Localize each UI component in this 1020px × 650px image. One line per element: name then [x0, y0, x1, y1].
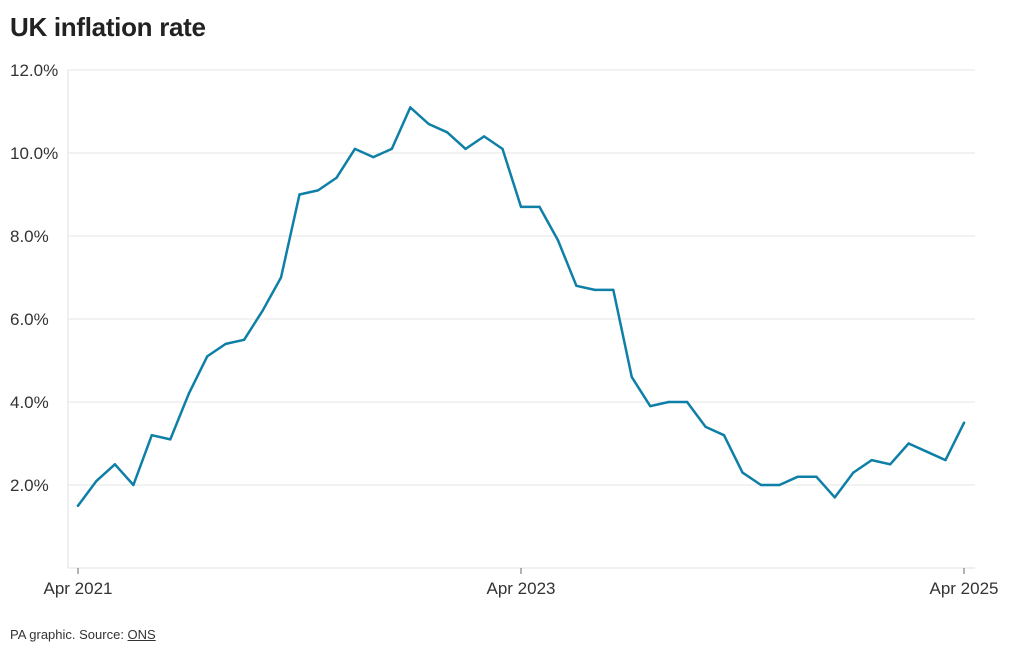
data-point: [612, 288, 615, 292]
data-point: [113, 463, 117, 466]
data-point: [962, 421, 966, 424]
x-tick-label: Apr 2021: [44, 579, 113, 598]
data-point: [464, 147, 467, 151]
data-point: [575, 284, 578, 287]
data-point: [390, 147, 393, 151]
data-point: [907, 442, 910, 445]
footer: PA graphic. Source: ONS: [10, 627, 156, 642]
x-tick-label: Apr 2025: [930, 579, 999, 598]
data-point: [925, 450, 929, 453]
series-line: [76, 106, 966, 508]
data-point: [796, 475, 800, 478]
data-point: [685, 400, 689, 404]
data-point: [630, 375, 633, 379]
data-point: [224, 342, 227, 346]
data-point: [519, 205, 523, 209]
data-point: [870, 458, 873, 462]
data-point: [538, 205, 541, 209]
x-tick-label: Apr 2023: [487, 579, 556, 598]
data-point: [482, 135, 486, 138]
series-layer: [76, 106, 966, 508]
y-tick-label: 8.0%: [10, 227, 49, 246]
data-point: [335, 176, 338, 180]
data-point: [944, 458, 947, 462]
y-axis-ticks: 2.0% 4.0% 6.0% 8.0% 10.0% 12.0%: [10, 61, 58, 495]
data-point: [852, 471, 855, 474]
y-tick-label: 6.0%: [10, 310, 49, 329]
data-point: [279, 276, 283, 279]
data-point: [778, 483, 781, 487]
footer-credit: PA graphic. Source:: [10, 627, 128, 642]
data-point: [372, 155, 375, 159]
data-point: [132, 483, 135, 487]
chart-title: UK inflation rate: [10, 12, 206, 42]
data-point: [815, 475, 818, 478]
data-point: [704, 425, 707, 429]
data-point: [556, 238, 560, 242]
gridlines: [68, 69, 975, 486]
data-point: [76, 504, 80, 507]
data-point: [501, 147, 504, 151]
data-point: [889, 463, 892, 466]
data-point: [741, 471, 744, 474]
data-point: [169, 438, 172, 441]
y-tick-label: 10.0%: [10, 144, 58, 163]
data-point: [242, 338, 246, 341]
data-point: [150, 434, 153, 437]
data-point: [206, 355, 209, 358]
y-tick-label: 2.0%: [10, 476, 49, 495]
data-point: [667, 400, 670, 404]
data-point: [316, 189, 320, 192]
data-point: [298, 193, 301, 196]
data-point: [187, 392, 190, 395]
data-point: [833, 496, 836, 499]
data-point: [649, 404, 652, 408]
data-point: [759, 483, 763, 487]
data-point: [722, 434, 726, 437]
source-link[interactable]: ONS: [127, 627, 156, 642]
data-point: [409, 106, 412, 109]
data-point: [446, 131, 449, 134]
data-point: [427, 122, 430, 126]
data-point: [353, 147, 357, 151]
data-point: [95, 479, 98, 483]
x-axis-ticks: Apr 2021 Apr 2023 Apr 2025: [44, 568, 999, 598]
y-tick-label: 4.0%: [10, 393, 49, 412]
data-point: [261, 309, 264, 312]
data-point: [593, 288, 596, 292]
y-tick-label: 12.0%: [10, 61, 58, 80]
